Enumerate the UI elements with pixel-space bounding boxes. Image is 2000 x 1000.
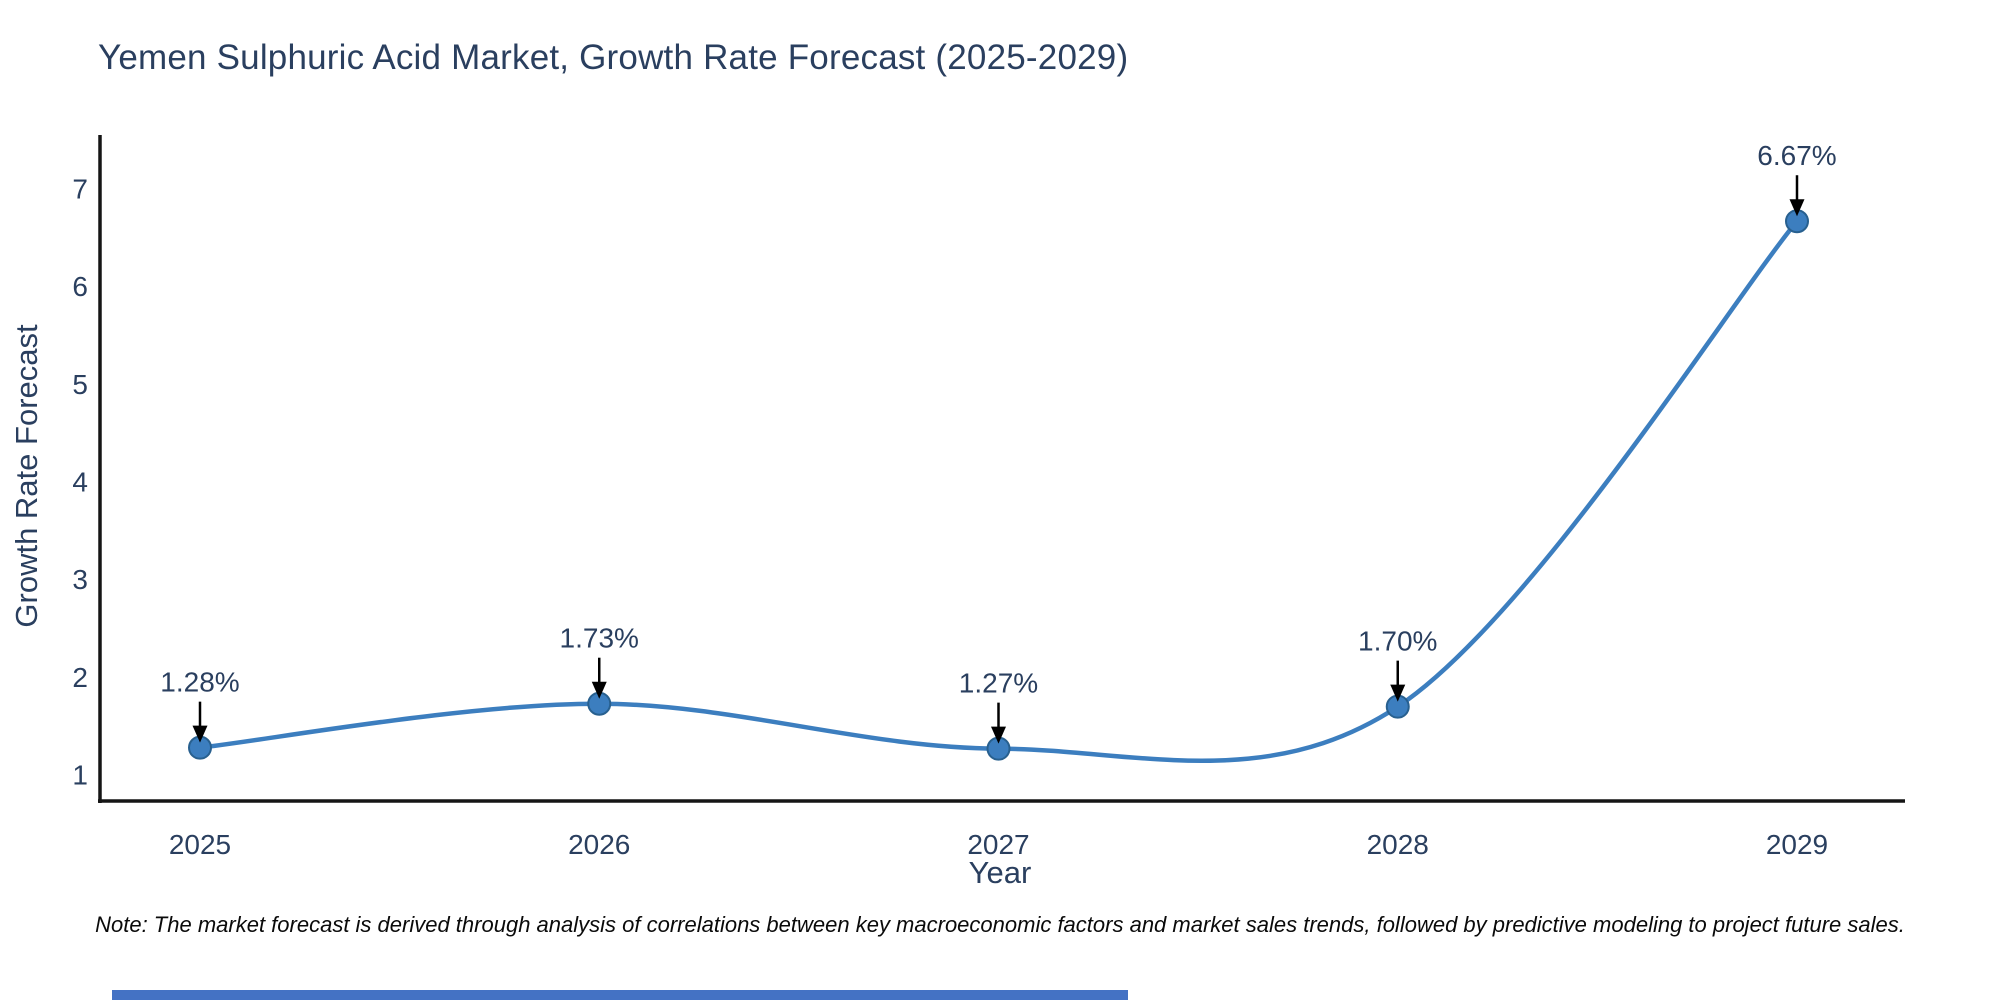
data-point-label: 6.67% <box>1757 140 1836 171</box>
bottom-accent-bar <box>112 990 1128 1000</box>
x-tick-label: 2029 <box>1766 829 1828 860</box>
y-tick-label: 4 <box>72 467 88 498</box>
y-tick-label: 7 <box>72 174 88 205</box>
data-point-label: 1.27% <box>959 668 1038 699</box>
y-tick-label: 5 <box>72 369 88 400</box>
data-point-label: 1.73% <box>560 623 639 654</box>
y-tick-label: 6 <box>72 271 88 302</box>
annotation-arrowhead <box>591 681 607 699</box>
data-point-label: 1.28% <box>160 667 239 698</box>
chart-title: Yemen Sulphuric Acid Market, Growth Rate… <box>98 38 1129 77</box>
x-tick-label: 2027 <box>967 829 1029 860</box>
footnote-text: Note: The market forecast is derived thr… <box>95 912 1905 937</box>
annotation-arrowhead <box>192 725 208 743</box>
x-tick-label: 2028 <box>1367 829 1429 860</box>
x-axis-title: Year <box>968 855 1032 890</box>
x-tick-label: 2026 <box>568 829 630 860</box>
y-axis-title: Growth Rate Forecast <box>9 324 44 628</box>
y-tick-label: 2 <box>72 662 88 693</box>
data-point-label: 1.70% <box>1358 626 1437 657</box>
annotation-arrowhead <box>1789 199 1805 217</box>
y-tick-label: 3 <box>72 564 88 595</box>
x-tick-label: 2025 <box>169 829 231 860</box>
annotation-arrowhead <box>991 726 1006 744</box>
annotation-arrowhead <box>1390 684 1406 702</box>
y-tick-label: 1 <box>72 760 88 791</box>
trend-line <box>197 218 1800 764</box>
